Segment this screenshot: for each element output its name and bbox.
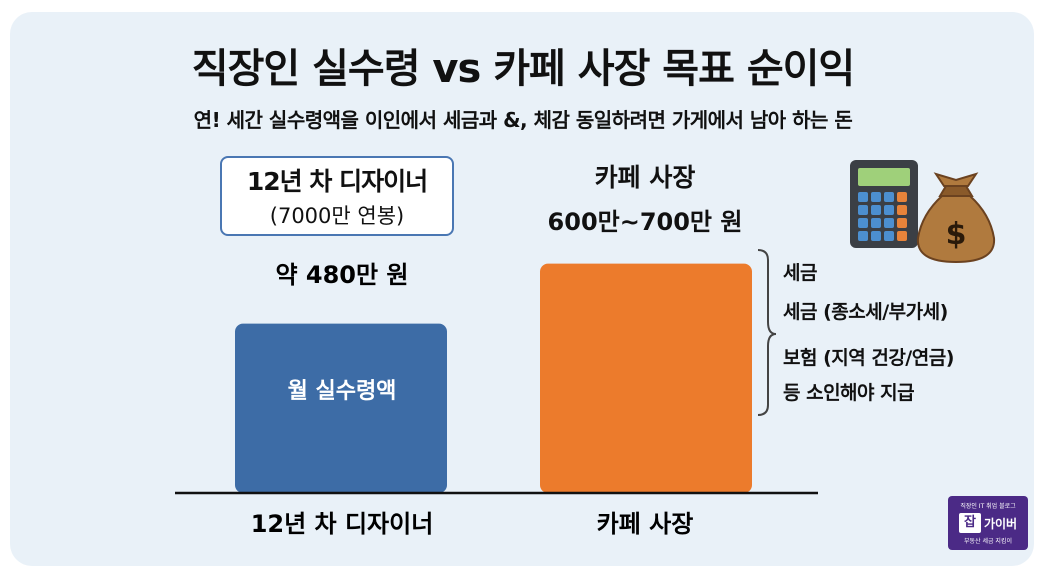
chart-title: 직장인 실수령 vs 카페 사장 목표 순이익 bbox=[191, 46, 855, 92]
designer-value-label: 약 480만 원 bbox=[275, 261, 408, 289]
designer-info-box: 12년 차 디자이너 (7000만 연봉) bbox=[220, 156, 454, 236]
designer-bar-inner-label: 월 실수령액 bbox=[288, 379, 397, 404]
calculator-key bbox=[884, 192, 894, 202]
cafe-header-title: 카페 사장 bbox=[594, 163, 696, 192]
brace-note-3: 보험 (지역 건강/연금) bbox=[783, 347, 954, 369]
x-tick-label-designer: 12년 차 디자이너 bbox=[251, 510, 434, 538]
calculator-key bbox=[858, 231, 868, 241]
calculator-key bbox=[884, 231, 894, 241]
bar-designer bbox=[235, 323, 447, 493]
calculator-key bbox=[871, 231, 881, 241]
brace-note-2: 세금 (종소세/부가세) bbox=[783, 301, 948, 323]
calculator-key bbox=[897, 192, 907, 202]
brace-note-4: 등 소인해야 지급 bbox=[783, 382, 915, 404]
deduction-brace bbox=[757, 249, 777, 416]
x-tick-label-cafe: 카페 사장 bbox=[597, 510, 694, 538]
calculator-key bbox=[897, 218, 907, 228]
calculator-key bbox=[897, 205, 907, 215]
designer-box-title: 12년 차 디자이너 bbox=[246, 167, 428, 196]
cafe-header: 카페 사장 600만~700만 원 bbox=[510, 158, 780, 237]
bar-cafe bbox=[540, 263, 752, 493]
chart-card bbox=[10, 12, 1034, 566]
calculator-key bbox=[884, 205, 894, 215]
brace-note-1: 세금 bbox=[783, 262, 817, 284]
cafe-value-label: 600만~700만 원 bbox=[547, 208, 743, 236]
calculator-key bbox=[884, 218, 894, 228]
logo-bottom-text: 부동산 세금 지킴이 bbox=[964, 538, 1012, 545]
calculator-key bbox=[858, 218, 868, 228]
calculator-key bbox=[871, 192, 881, 202]
calculator-key bbox=[858, 205, 868, 215]
brand-logo: 직장인 IT 취업 블로그 잡 가이버 부동산 세금 지킴이 bbox=[948, 496, 1028, 550]
calculator-icon bbox=[850, 160, 918, 248]
calculator-key bbox=[858, 192, 868, 202]
money-bag-icon: $ bbox=[916, 172, 996, 264]
logo-top-text: 직장인 IT 취업 블로그 bbox=[960, 503, 1016, 510]
designer-box-salary: (7000만 연봉) bbox=[269, 204, 405, 228]
calculator-key bbox=[871, 205, 881, 215]
svg-text:$: $ bbox=[946, 217, 967, 252]
logo-mark: 잡 bbox=[958, 513, 981, 533]
calculator-key bbox=[871, 218, 881, 228]
chart-subtitle: 연! 세간 실수령액을 이인에서 세금과 &, 체감 동일하려면 가게에서 남아… bbox=[193, 108, 853, 132]
logo-name: 가이버 bbox=[983, 516, 1018, 531]
calculator-key bbox=[897, 231, 907, 241]
